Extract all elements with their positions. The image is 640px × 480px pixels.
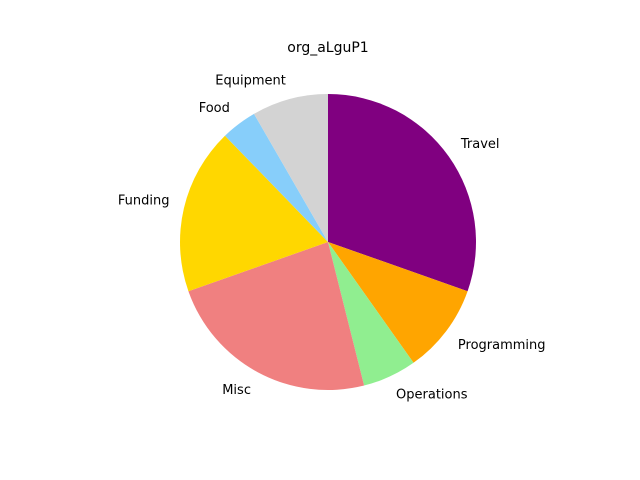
pie-label-misc: Misc — [222, 383, 251, 398]
pie-label-food: Food — [199, 101, 230, 116]
pie-slice-travel — [328, 94, 476, 292]
chart-title: org_aLguP1 — [287, 40, 368, 56]
pie-slice-programming — [328, 242, 468, 363]
pie-slice-equipment — [254, 94, 328, 242]
pie-label-funding: Funding — [118, 194, 170, 209]
pie-slice-misc — [188, 242, 365, 390]
pie-slice-food — [224, 113, 328, 242]
pie-label-equipment: Equipment — [215, 74, 286, 89]
pie-slice-funding — [180, 135, 328, 292]
pie-label-programming: Programming — [458, 338, 546, 353]
pie-slices — [180, 94, 476, 390]
pie-label-operations: Operations — [396, 388, 468, 403]
pie-label-travel: Travel — [460, 137, 500, 152]
pie-labels: Travel Programming Operations Misc Funding Fo… — [118, 74, 546, 403]
pie-slice-operations — [328, 242, 414, 386]
